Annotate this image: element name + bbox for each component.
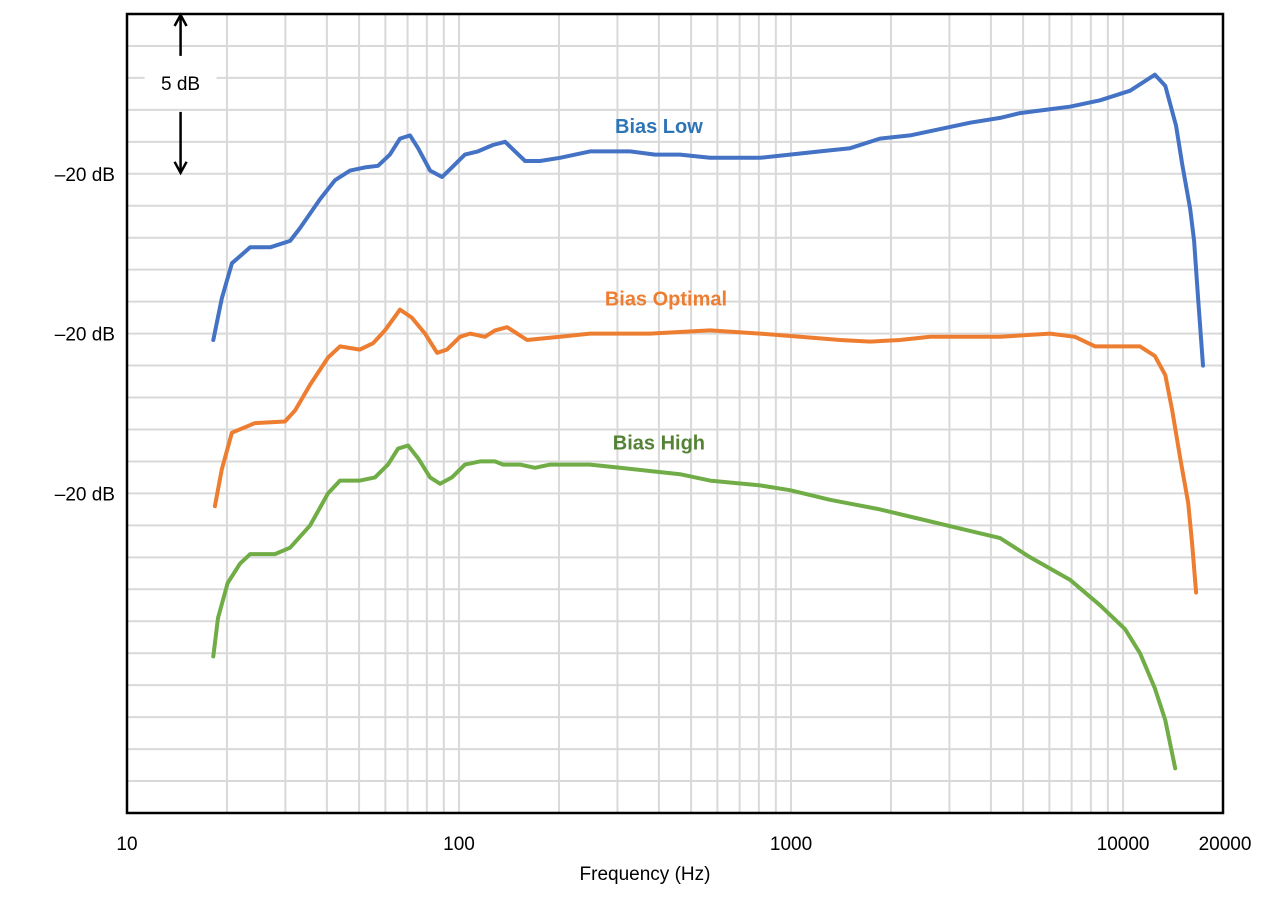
series-label: Bias Low [615,116,703,138]
5db-annotation: 5 dB [144,12,217,176]
x-tick-label: 100 [443,834,475,855]
plot-frame [125,12,1225,815]
x-tick-label: 1000 [770,834,812,855]
annotation-label-bg [144,57,217,104]
series-line-bias-low [211,72,1205,368]
y-tick-label: –20 dB [55,325,115,346]
x-tick-label: 10 [116,834,137,855]
series-line-bias-optimal [212,307,1199,595]
x-tick-label: 20000 [1199,834,1252,855]
arrow-down-icon [173,161,188,176]
series-label: Bias High [613,432,705,454]
series-label: Bias Optimal [605,288,727,310]
series-lines [211,72,1205,771]
x-tick-label: 10000 [1097,834,1150,855]
labels: 10 100 1000 10000 20000 –20 dB –20 dB –20 dB Fre… [55,116,1252,885]
annotation-label: 5 dB [161,74,200,95]
y-tick-label: –20 dB [55,165,115,186]
y-tick-label: –20 dB [55,484,115,505]
x-axis-title: Frequency (Hz) [580,864,711,885]
series-line-bias-high [211,443,1178,771]
